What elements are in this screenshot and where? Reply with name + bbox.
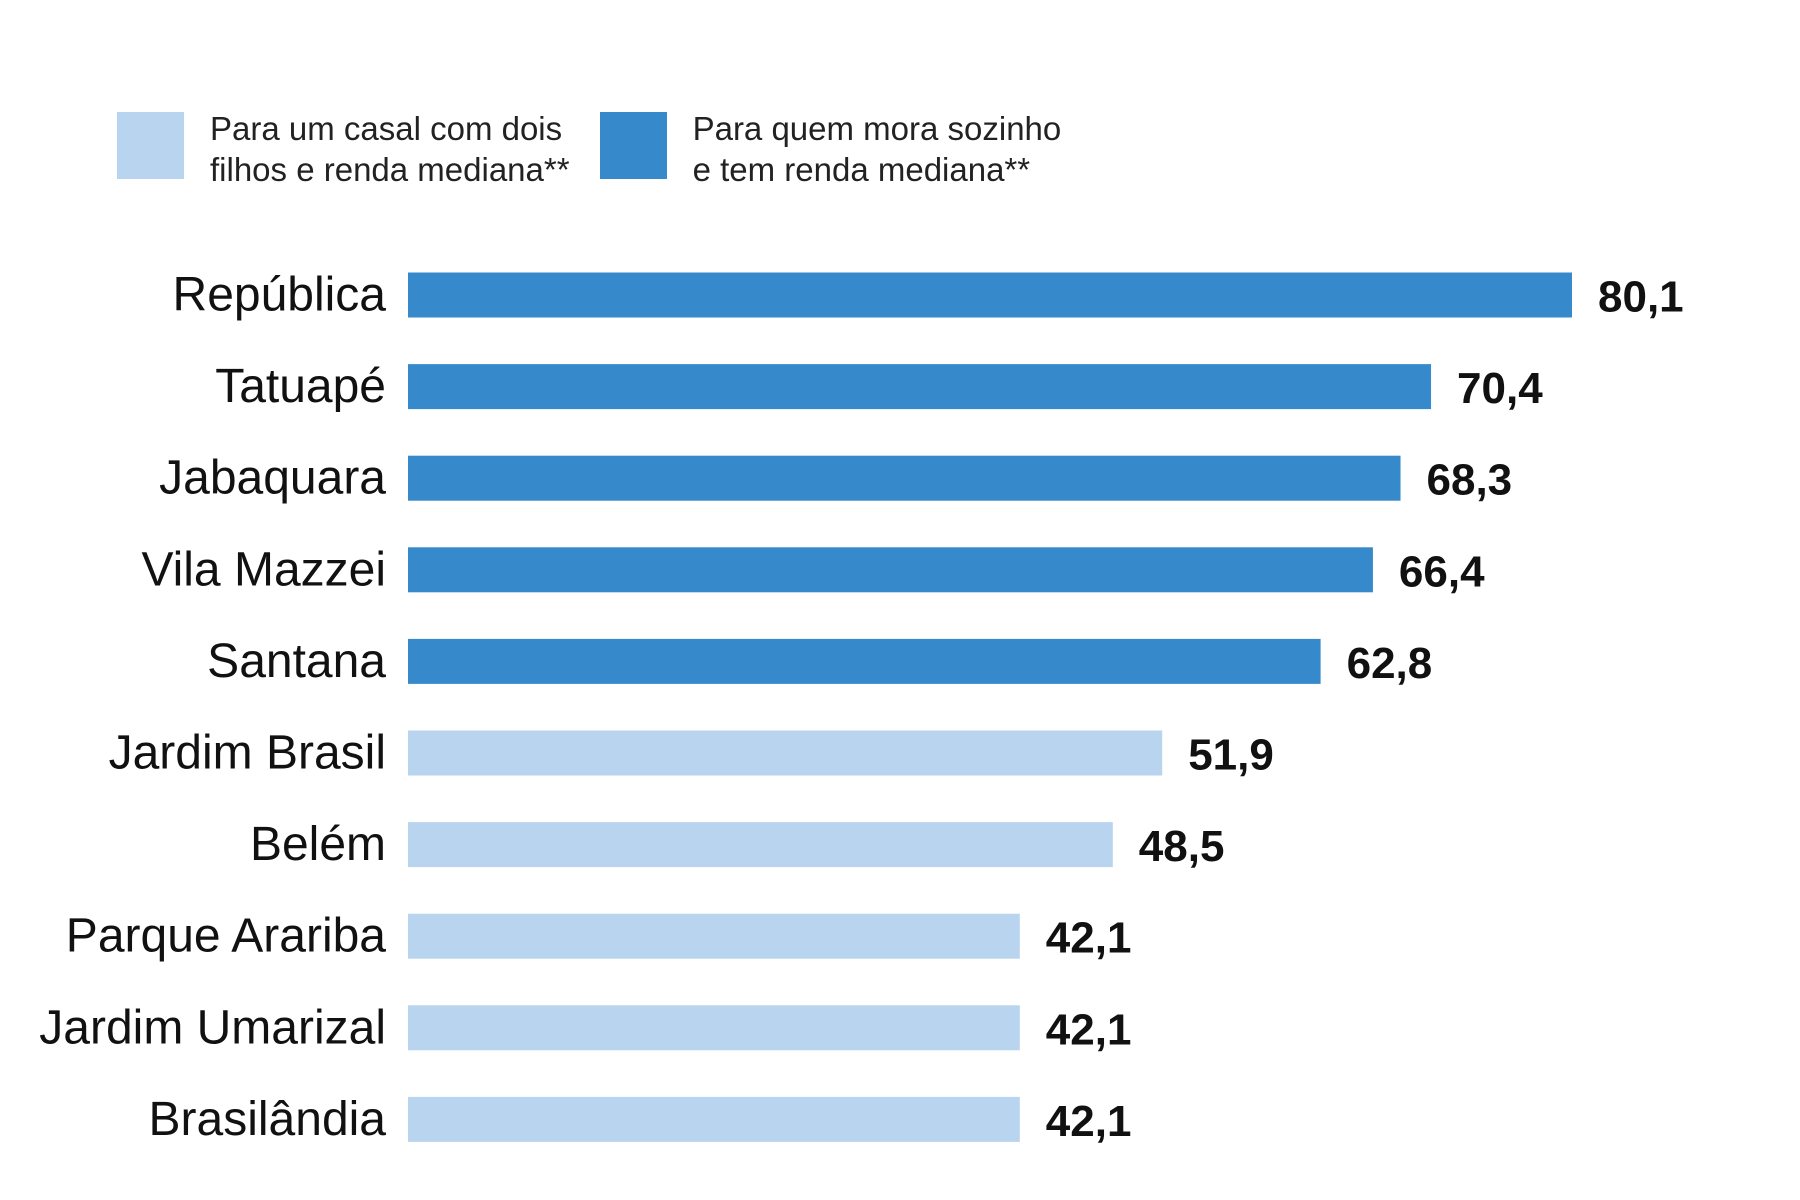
legend-swatch-casal	[117, 112, 184, 179]
bar	[408, 822, 1113, 868]
value-label: 80,1	[1598, 273, 1684, 322]
category-label: República	[173, 269, 387, 322]
bar	[408, 1096, 1020, 1142]
category-label: Jardim Umarizal	[39, 1001, 386, 1054]
value-label: 42,1	[1046, 1005, 1132, 1054]
category-label: Tatuapé	[215, 360, 386, 413]
legend-label-casal: Para um casal com dois filhos e renda me…	[210, 110, 570, 188]
value-label: 62,8	[1347, 639, 1433, 688]
bar	[408, 730, 1163, 776]
value-label: 42,1	[1046, 914, 1132, 963]
category-label: Brasilândia	[149, 1093, 387, 1146]
bar	[408, 638, 1321, 684]
legend: Para um casal com dois filhos e renda me…	[117, 108, 1091, 190]
category-label: Belém	[250, 818, 386, 871]
legend-swatch-sozinho	[599, 112, 667, 179]
bar	[408, 913, 1020, 959]
category-label: Santana	[207, 635, 386, 688]
bar	[408, 1005, 1020, 1051]
bar	[408, 455, 1401, 501]
category-label: Jardim Brasil	[109, 727, 386, 780]
bar	[408, 272, 1572, 318]
legend-label-sozinho: Para quem mora sozinho e tem renda media…	[692, 110, 1062, 188]
value-label: 68,3	[1427, 456, 1513, 505]
bar	[408, 364, 1432, 410]
value-label: 70,4	[1457, 364, 1543, 413]
category-label: Parque Arariba	[66, 910, 387, 963]
bar	[408, 547, 1373, 593]
category-label: Vila Mazzei	[141, 543, 386, 596]
value-label: 42,1	[1046, 1097, 1132, 1146]
legend-item-casal: Para um casal com dois filhos e renda me…	[117, 108, 570, 190]
value-label: 51,9	[1188, 731, 1274, 780]
value-label: 66,4	[1399, 547, 1485, 596]
legend-item-sozinho: Para quem mora sozinho e tem renda media…	[599, 108, 1062, 190]
category-label: Jabaquara	[159, 452, 386, 505]
value-label: 48,5	[1139, 822, 1225, 871]
